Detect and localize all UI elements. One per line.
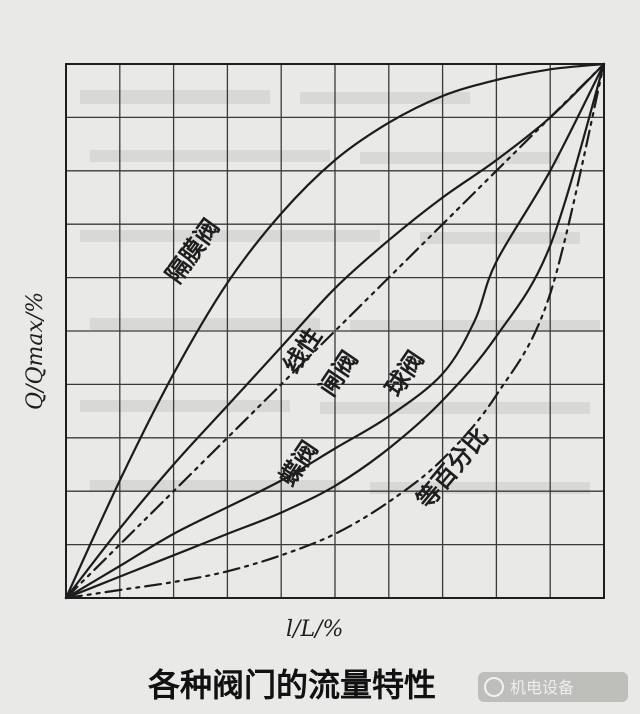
page-bleed-through: [80, 90, 600, 494]
watermark: 机电设备: [478, 672, 628, 702]
series-layer: [64, 62, 606, 600]
chart-title: 各种阀门的流量特性: [148, 666, 436, 704]
watermark-text: 机电设备: [510, 678, 574, 697]
y-axis-label: Q/Qmax/%: [23, 292, 48, 410]
chart-grid: [66, 64, 604, 598]
series-line-ball-valve: [64, 62, 606, 600]
series-line-linear: [64, 62, 606, 600]
series-line-butterfly-valve: [64, 62, 606, 600]
watermark-logo-icon: [484, 677, 504, 697]
label-gate-valve: 闸阀: [314, 346, 364, 401]
plot-frame: [65, 63, 605, 599]
series-line-gate-valve: [64, 62, 606, 600]
series-line-equal-percentage: [64, 62, 606, 600]
x-axis-label: l/L/%: [286, 617, 343, 642]
series-line-diaphragm-valve: [64, 62, 606, 600]
label-equal-percentage: 等百分比: [411, 422, 494, 514]
